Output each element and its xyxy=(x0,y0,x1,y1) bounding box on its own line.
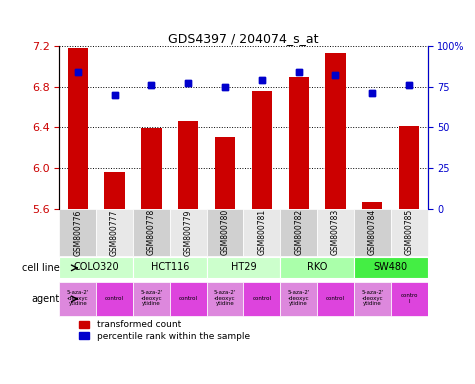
Text: 5-aza-2'
-deoxyc
ytidine: 5-aza-2' -deoxyc ytidine xyxy=(214,290,236,306)
Bar xyxy=(141,128,162,209)
Text: HCT116: HCT116 xyxy=(151,262,189,272)
Text: 5-aza-2'
-deoxyc
ytidine: 5-aza-2' -deoxyc ytidine xyxy=(361,290,383,306)
Point xyxy=(295,69,303,75)
FancyBboxPatch shape xyxy=(133,209,170,256)
Text: 5-aza-2'
-deoxyc
ytidine: 5-aza-2' -deoxyc ytidine xyxy=(66,290,89,306)
Bar xyxy=(325,53,346,209)
FancyBboxPatch shape xyxy=(280,257,354,278)
Title: GDS4397 / 204074_s_at: GDS4397 / 204074_s_at xyxy=(168,32,319,45)
Point xyxy=(148,82,155,88)
FancyBboxPatch shape xyxy=(390,209,428,256)
FancyBboxPatch shape xyxy=(390,281,428,316)
FancyBboxPatch shape xyxy=(207,257,280,278)
Text: COLO320: COLO320 xyxy=(73,262,119,272)
FancyBboxPatch shape xyxy=(59,281,96,316)
FancyBboxPatch shape xyxy=(170,281,207,316)
Text: control: control xyxy=(179,296,198,301)
Text: contro
l: contro l xyxy=(400,293,418,303)
Text: 5-aza-2'
-deoxyc
ytidine: 5-aza-2' -deoxyc ytidine xyxy=(140,290,162,306)
FancyBboxPatch shape xyxy=(280,281,317,316)
Point xyxy=(184,80,192,86)
Point xyxy=(369,90,376,96)
Text: GSM800781: GSM800781 xyxy=(257,209,266,255)
Text: GSM800779: GSM800779 xyxy=(184,209,193,255)
FancyBboxPatch shape xyxy=(96,281,133,316)
Text: RKO: RKO xyxy=(307,262,327,272)
Text: control: control xyxy=(326,296,345,301)
Point xyxy=(295,69,303,75)
Text: control: control xyxy=(252,296,271,301)
Point xyxy=(258,77,266,83)
Text: agent: agent xyxy=(31,294,59,304)
Text: 5-aza-2'
-deoxyc
ytidine: 5-aza-2' -deoxyc ytidine xyxy=(287,290,310,306)
Bar xyxy=(178,121,199,209)
FancyBboxPatch shape xyxy=(133,281,170,316)
Point xyxy=(405,82,413,88)
Bar xyxy=(362,202,382,209)
Text: SW480: SW480 xyxy=(374,262,408,272)
Text: HT29: HT29 xyxy=(231,262,256,272)
Point xyxy=(74,69,82,75)
Point xyxy=(111,92,118,98)
Point xyxy=(184,80,192,86)
Text: GSM800782: GSM800782 xyxy=(294,209,303,255)
Bar xyxy=(215,137,235,209)
FancyBboxPatch shape xyxy=(133,257,207,278)
Bar xyxy=(252,91,272,209)
FancyBboxPatch shape xyxy=(59,209,96,256)
FancyBboxPatch shape xyxy=(96,209,133,256)
Text: GSM800777: GSM800777 xyxy=(110,209,119,255)
Point xyxy=(221,84,229,90)
Text: control: control xyxy=(105,296,124,301)
Text: GSM800776: GSM800776 xyxy=(73,209,82,255)
FancyBboxPatch shape xyxy=(354,257,428,278)
FancyBboxPatch shape xyxy=(243,281,280,316)
Point xyxy=(111,92,118,98)
Bar xyxy=(288,76,309,209)
Point xyxy=(221,84,229,90)
Text: GSM800783: GSM800783 xyxy=(331,209,340,255)
Point xyxy=(258,77,266,83)
Bar xyxy=(104,172,125,209)
Point xyxy=(74,69,82,75)
FancyBboxPatch shape xyxy=(280,209,317,256)
Text: GSM800785: GSM800785 xyxy=(405,209,414,255)
FancyBboxPatch shape xyxy=(354,209,390,256)
Text: GSM800784: GSM800784 xyxy=(368,209,377,255)
FancyBboxPatch shape xyxy=(207,209,243,256)
Point xyxy=(148,82,155,88)
FancyBboxPatch shape xyxy=(317,209,354,256)
Text: GSM800780: GSM800780 xyxy=(220,209,229,255)
FancyBboxPatch shape xyxy=(317,281,354,316)
Bar xyxy=(399,126,419,209)
Point xyxy=(332,72,339,78)
Point xyxy=(332,72,339,78)
Bar xyxy=(67,48,88,209)
FancyBboxPatch shape xyxy=(59,257,133,278)
FancyBboxPatch shape xyxy=(243,209,280,256)
Point xyxy=(405,82,413,88)
FancyBboxPatch shape xyxy=(170,209,207,256)
FancyBboxPatch shape xyxy=(354,281,390,316)
Text: cell line: cell line xyxy=(22,263,59,273)
Text: GSM800778: GSM800778 xyxy=(147,209,156,255)
FancyBboxPatch shape xyxy=(207,281,243,316)
Legend: transformed count, percentile rank within the sample: transformed count, percentile rank withi… xyxy=(79,320,250,341)
Point xyxy=(369,90,376,96)
